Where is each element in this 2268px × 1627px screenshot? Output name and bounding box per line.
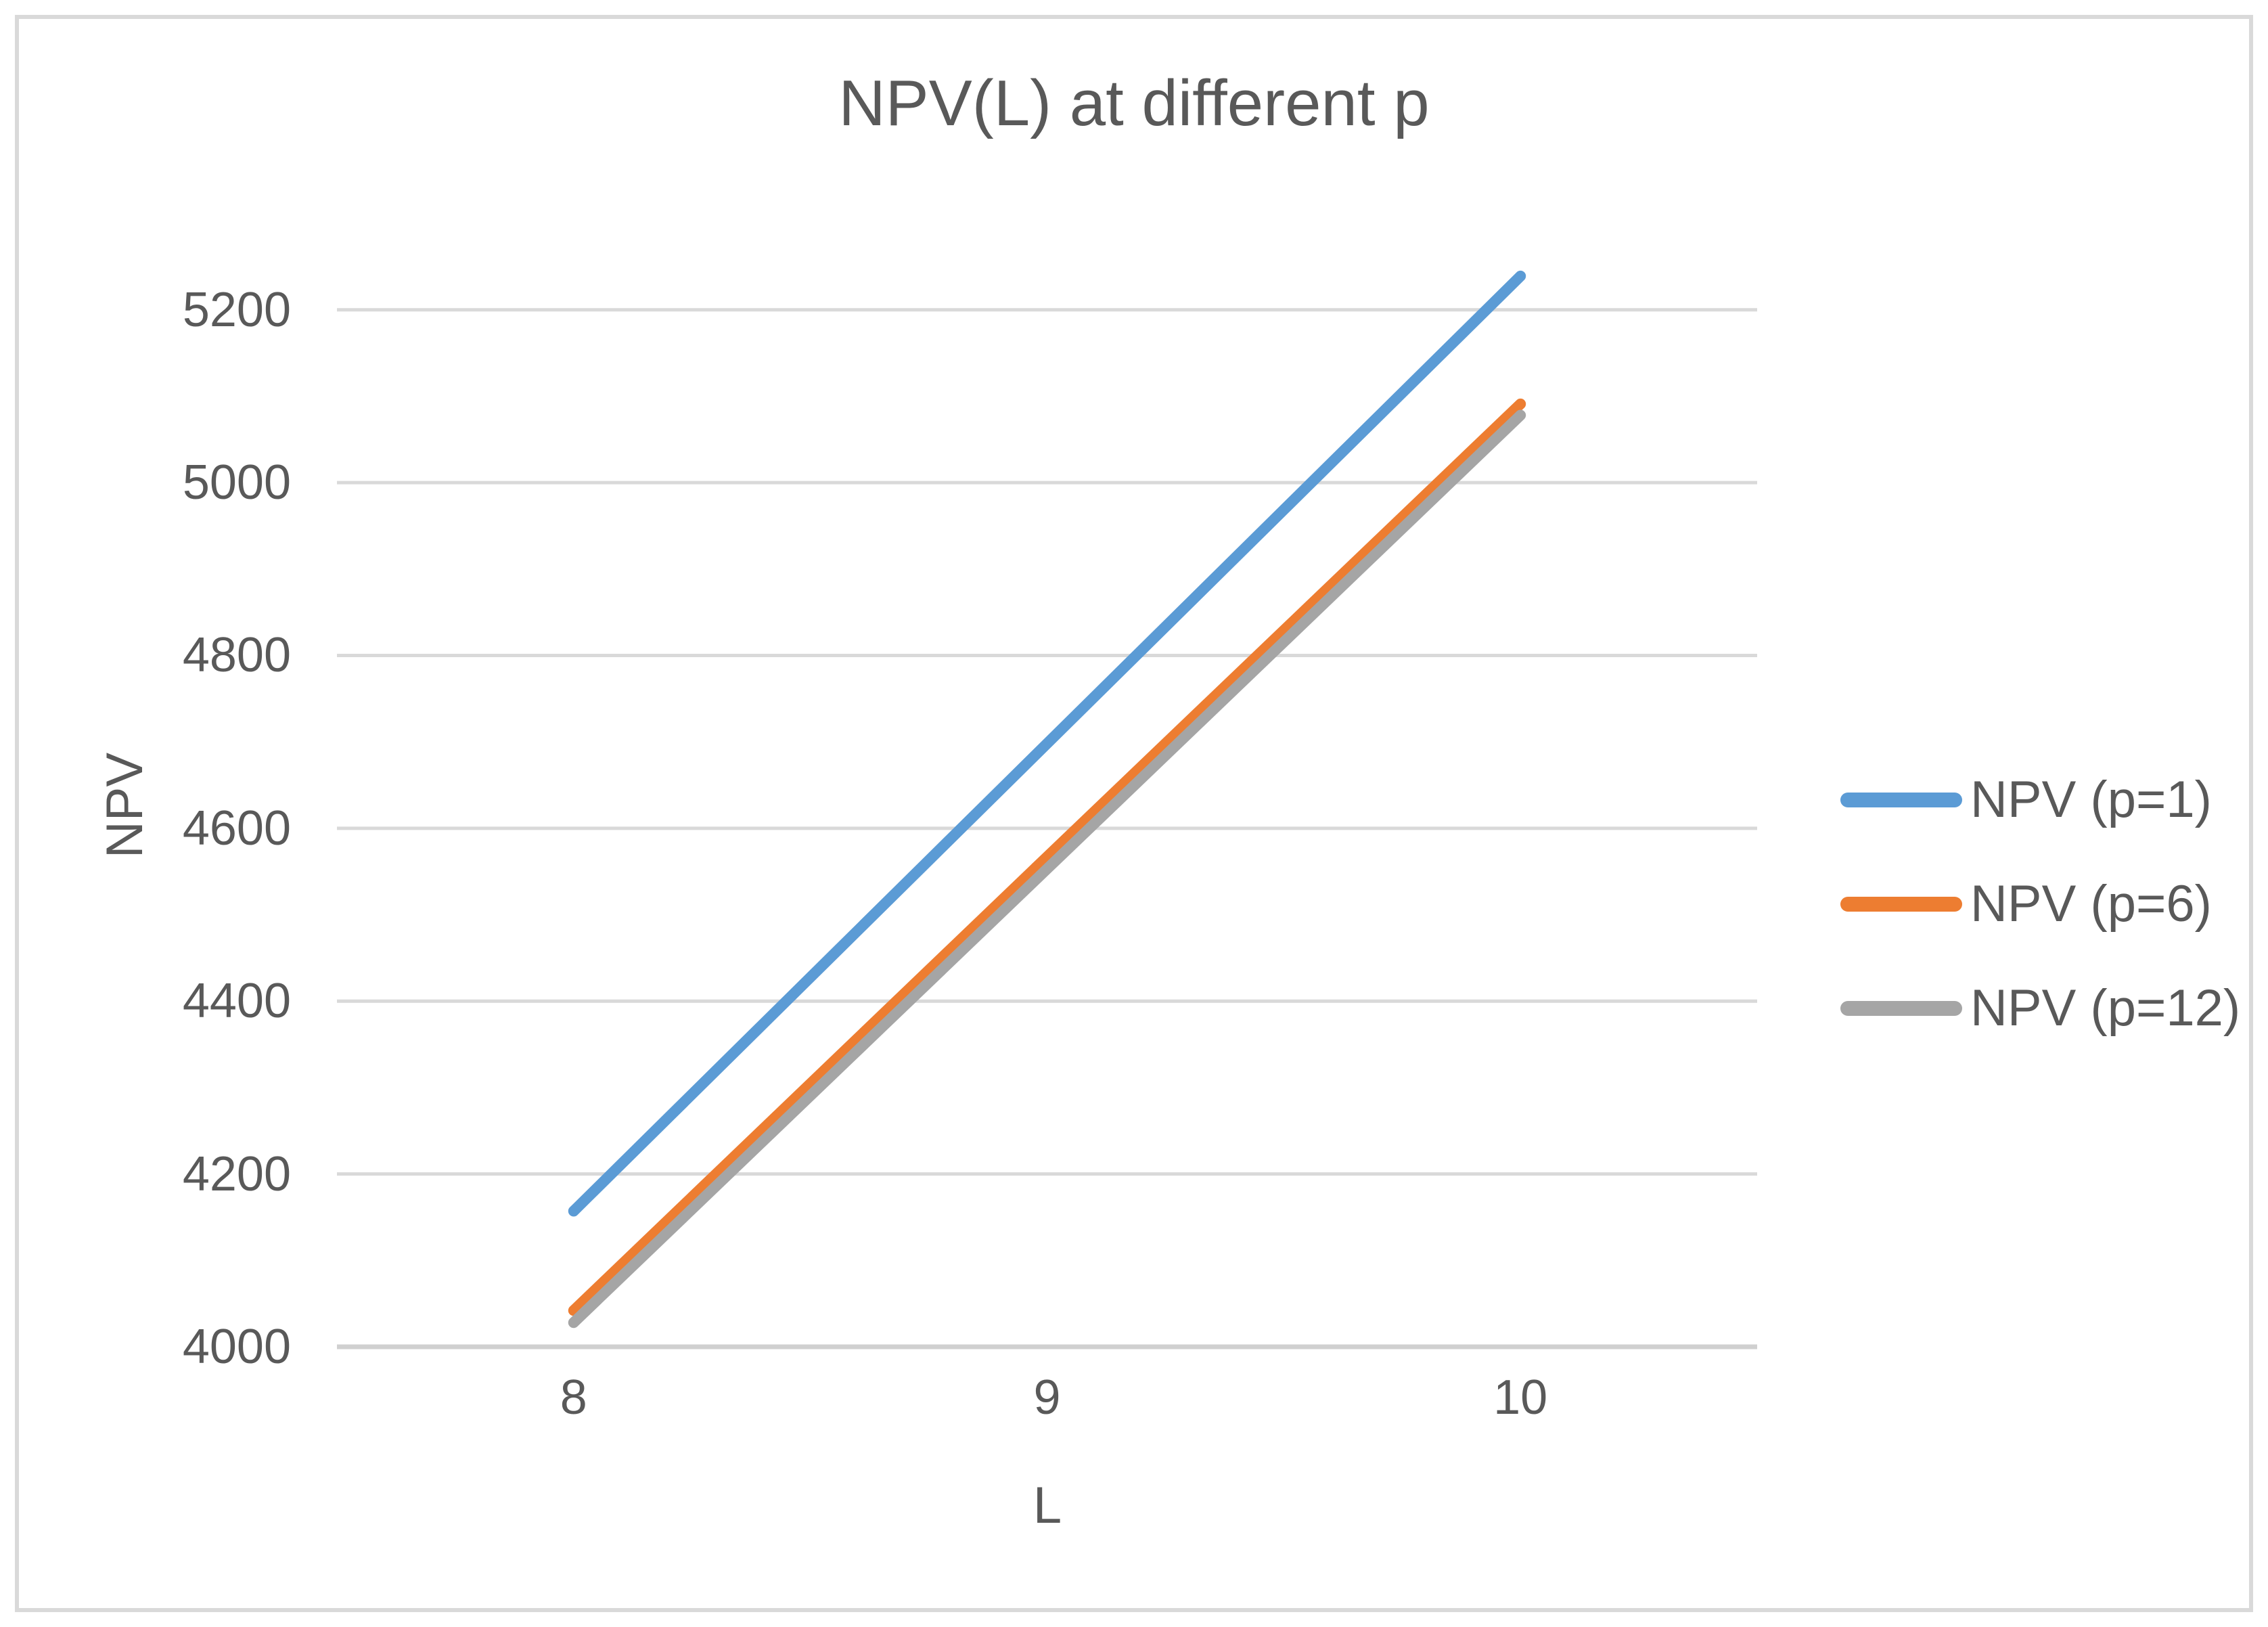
- x-tick-label: 8: [560, 1370, 587, 1425]
- y-tick-label: 4600: [182, 801, 291, 855]
- y-tick-label: 5000: [182, 455, 291, 510]
- series-line-0: [568, 270, 1526, 1217]
- chart-title: NPV(L) at different p: [838, 67, 1430, 139]
- y-tick-label: 4200: [182, 1146, 291, 1201]
- legend-line-swatch-icon: [1840, 793, 1962, 807]
- x-axis-title: L: [1033, 1477, 1062, 1534]
- y-tick-label: 4000: [182, 1320, 291, 1374]
- series-line-1: [568, 398, 1526, 1316]
- y-tick-label: 4800: [182, 628, 291, 683]
- legend-label: NPV (p=6): [1970, 875, 2212, 933]
- legend-line-swatch-icon: [1840, 1001, 1962, 1016]
- series-line-2: [568, 409, 1526, 1329]
- x-tick-label: 9: [1033, 1370, 1061, 1425]
- y-tick-label: 4400: [182, 974, 291, 1029]
- legend-label: NPV (p=1): [1970, 771, 2212, 828]
- legend-item-2: NPV (p=12): [1840, 975, 2240, 1042]
- chart-border: [15, 15, 2253, 1612]
- y-tick-label: 5200: [182, 282, 291, 337]
- legend-item-1: NPV (p=6): [1840, 870, 2212, 938]
- plot-area: [337, 270, 1757, 1350]
- x-tick-label: 10: [1493, 1370, 1548, 1425]
- legend-line-swatch-icon: [1840, 897, 1962, 912]
- legend-item-0: NPV (p=1): [1840, 766, 2212, 834]
- legend-label: NPV (p=12): [1970, 979, 2241, 1037]
